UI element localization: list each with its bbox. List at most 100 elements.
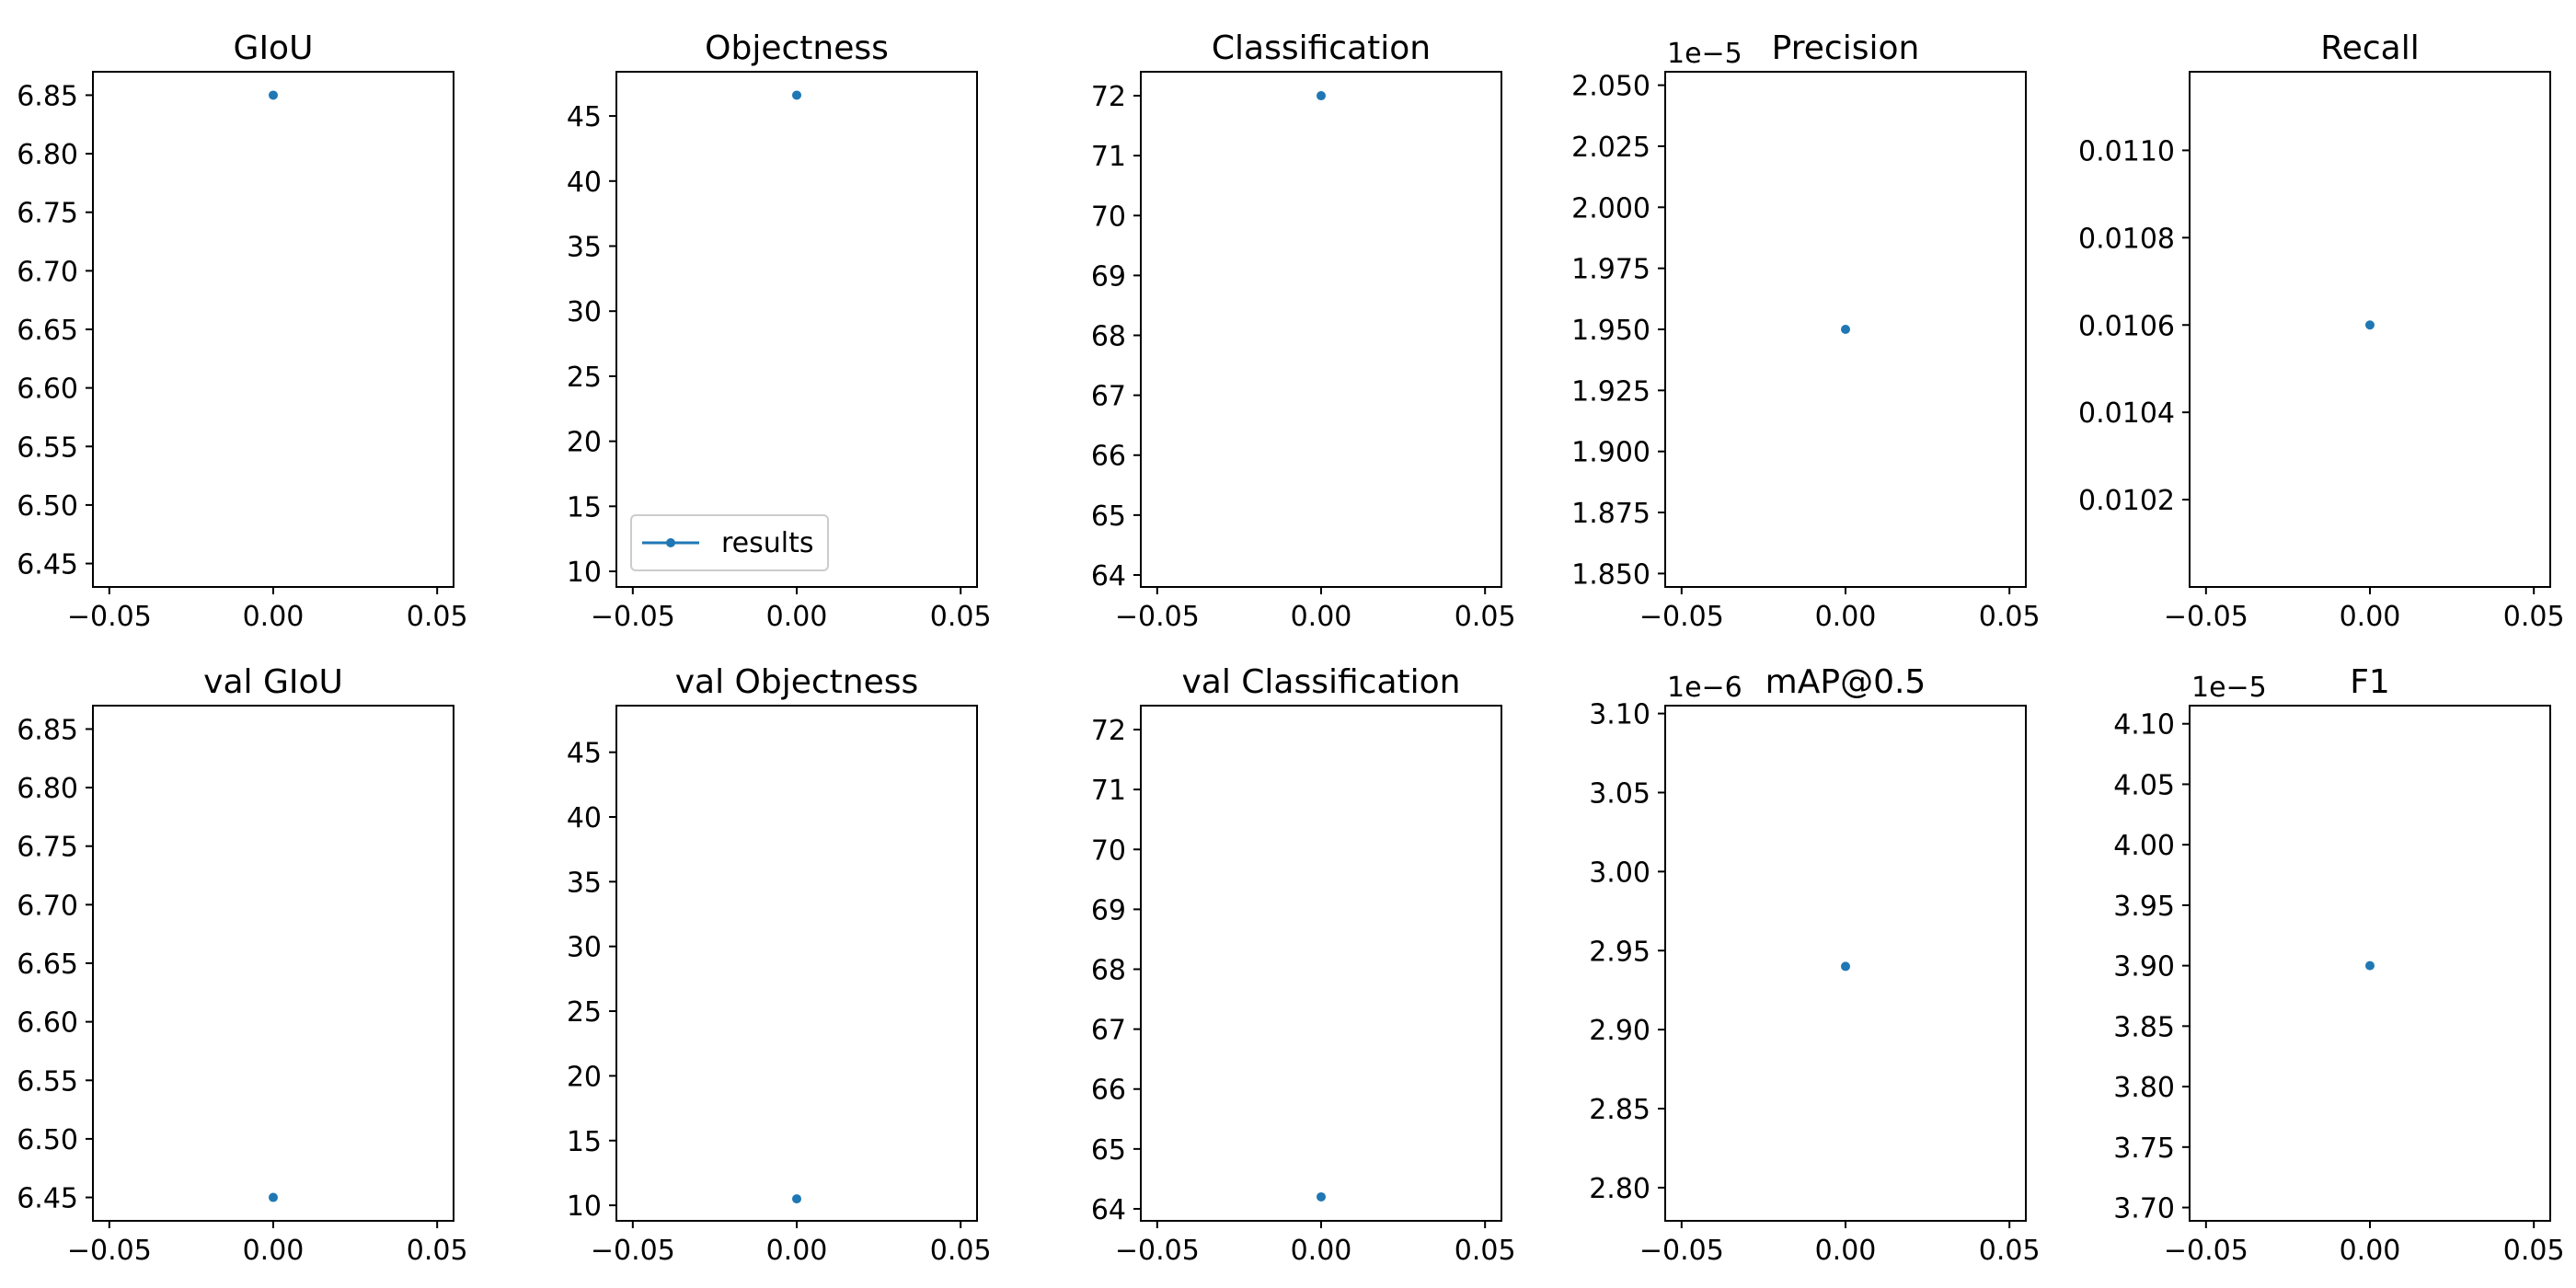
subplot-1: GIoU 6.45 6.50 6.55 6.60 6.65 6.70 6.75 6.80 6.85…	[17, 29, 467, 633]
y-tick-label: 67	[1091, 381, 1126, 413]
y-tick-label: 6.45	[17, 1183, 78, 1215]
y-tick-label: 3.85	[2113, 1011, 2175, 1043]
x-tick-label: −0.05	[1115, 601, 1200, 633]
y-tick-label: 6.60	[17, 1007, 78, 1040]
data-point	[1841, 325, 1850, 334]
y-tick-label: 66	[1091, 1075, 1126, 1107]
y-tick-label: 20	[567, 1061, 602, 1093]
y-tick-label: 0.0104	[2078, 397, 2175, 430]
y-tick-label: 64	[1091, 560, 1126, 592]
subplot-title: val GIoU	[203, 663, 343, 701]
y-tick-label: 72	[1091, 715, 1126, 747]
x-tick-label: 0.05	[1979, 1235, 2041, 1267]
axes-frame	[1140, 71, 1502, 588]
y-tick-label: 6.70	[17, 890, 78, 922]
y-tick-label: 65	[1091, 1134, 1126, 1167]
subplot-9: mAP@0.5 1e−6 2.80 2.85 2.90 2.95 3.00 3.05 3.10 −…	[1589, 663, 2040, 1267]
x-tick-label: 0.00	[1815, 601, 1877, 633]
y-tick-label: 3.75	[2113, 1133, 2175, 1165]
data-point	[792, 1194, 801, 1204]
x-tick-label: 0.05	[2503, 1235, 2565, 1267]
y-tick-label: 1.850	[1571, 558, 1650, 591]
subplot-8: val Classification 64 65 66 67 68 69 70 71 72 −0.0…	[1091, 663, 1516, 1267]
y-tick-label: 6.70	[17, 256, 78, 288]
legend-box	[630, 514, 829, 571]
x-tick-label: 0.05	[1455, 601, 1516, 633]
y-tick-label: 45	[567, 738, 602, 770]
y-tick-label: 2.80	[1589, 1173, 1650, 1205]
subplot-title: Recall	[2320, 29, 2419, 67]
subplot-10: F1 1e−5 3.70 3.75 3.80 3.85 3.90 3.95 4.00 4.05 4.…	[2113, 663, 2564, 1267]
x-tick-label: −0.05	[2164, 601, 2248, 633]
y-tick-label: 25	[567, 996, 602, 1029]
y-tick-label: 6.65	[17, 315, 78, 347]
data-point	[1841, 961, 1850, 972]
y-tick-label: 1.925	[1571, 375, 1650, 408]
y-tick-label: 72	[1091, 81, 1126, 113]
y-tick-label: 6.50	[17, 1124, 78, 1156]
subplot-title: mAP@0.5	[1765, 663, 1926, 701]
y-tick-label: 1.975	[1571, 254, 1650, 286]
y-tick-label: 64	[1091, 1194, 1126, 1226]
y-tick-label: 2.95	[1589, 936, 1650, 968]
x-tick-label: 0.00	[243, 601, 305, 633]
y-tick-label: 30	[567, 296, 602, 328]
x-tick-label: −0.05	[1115, 1235, 1200, 1267]
y-tick-label: 3.90	[2113, 951, 2175, 983]
x-tick-label: −0.05	[67, 1235, 152, 1267]
x-tick-label: 0.05	[2503, 601, 2565, 633]
y-tick-label: 3.10	[1589, 699, 1650, 731]
y-tick-label: 2.000	[1571, 192, 1650, 224]
x-tick-label: 0.00	[766, 1235, 828, 1267]
axis-offset-label: 1e−5	[1667, 38, 1742, 70]
y-tick-label: 6.65	[17, 949, 78, 981]
y-tick-label: 6.50	[17, 490, 78, 523]
data-point	[792, 90, 801, 100]
x-tick-label: −0.05	[591, 601, 675, 633]
y-tick-label: 6.75	[17, 832, 78, 864]
y-tick-label: 40	[567, 167, 602, 199]
subplot-4: Precision 1e−5 1.850 1.875 1.900 1.925 1.950 1.…	[1571, 29, 2040, 633]
subplot-title: F1	[2350, 663, 2390, 701]
y-tick-label: 4.00	[2113, 830, 2175, 862]
y-tick-label: 6.85	[17, 80, 78, 112]
x-tick-label: 0.00	[1291, 1235, 1352, 1267]
data-point	[2365, 960, 2375, 971]
y-tick-label: 3.80	[2113, 1072, 2175, 1104]
y-tick-label: 1.900	[1571, 437, 1650, 469]
y-tick-label: 6.85	[17, 714, 78, 746]
y-tick-label: 0.0108	[2078, 223, 2175, 255]
x-tick-label: 0.00	[243, 1235, 305, 1267]
y-tick-label: 15	[567, 1126, 602, 1158]
y-tick-label: 68	[1091, 955, 1126, 987]
y-tick-label: 0.0106	[2078, 310, 2175, 342]
y-tick-label: 71	[1091, 141, 1126, 173]
axis-offset-label: 1e−5	[2191, 672, 2267, 704]
y-tick-label: 71	[1091, 775, 1126, 807]
y-tick-label: 6.60	[17, 374, 78, 406]
x-tick-label: 0.05	[1455, 1235, 1516, 1267]
x-tick-label: 0.00	[766, 601, 828, 633]
x-tick-label: 0.05	[930, 601, 992, 633]
axes-frame	[615, 71, 978, 588]
y-tick-label: 2.90	[1589, 1015, 1650, 1047]
x-tick-label: −0.05	[591, 1235, 675, 1267]
y-tick-label: 20	[567, 427, 602, 459]
y-tick-label: 10	[567, 1190, 602, 1223]
subplot-2: Objectness 10 15 20 25 30 35 40 45 −0.05 0.00 0.05 r…	[567, 29, 992, 633]
subplot-title: val Objectness	[675, 663, 919, 701]
y-tick-label: 6.80	[17, 773, 78, 805]
y-tick-label: 6.80	[17, 139, 78, 171]
y-tick-label: 30	[567, 932, 602, 964]
y-tick-label: 35	[567, 867, 602, 899]
legend-marker	[666, 538, 675, 547]
y-tick-label: 66	[1091, 441, 1126, 473]
y-tick-label: 68	[1091, 321, 1126, 353]
y-tick-label: 10	[567, 557, 602, 589]
y-tick-label: 3.00	[1589, 857, 1650, 889]
x-tick-label: 0.05	[1979, 601, 2041, 633]
data-point	[269, 1192, 278, 1202]
axes-frame	[92, 705, 454, 1222]
subplot-7: val Objectness 10 15 20 25 30 35 40 45 −0.05 0.00 0…	[567, 663, 992, 1267]
